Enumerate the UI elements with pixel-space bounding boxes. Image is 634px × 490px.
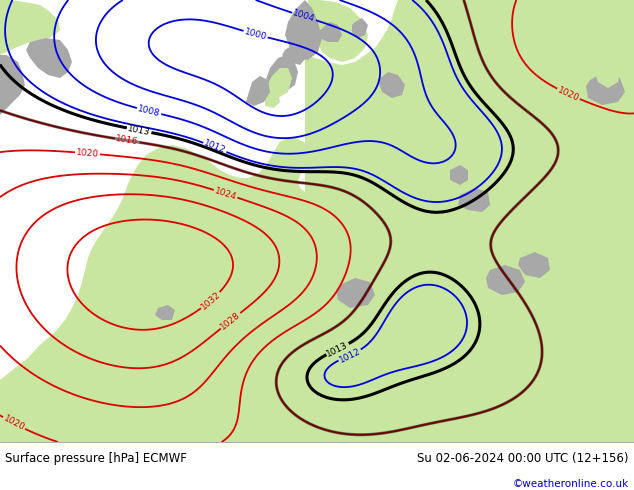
Polygon shape xyxy=(285,0,322,60)
Polygon shape xyxy=(605,0,634,58)
Polygon shape xyxy=(155,305,175,320)
Text: 1012: 1012 xyxy=(337,346,362,365)
Polygon shape xyxy=(458,188,490,212)
Text: 1032: 1032 xyxy=(199,290,223,312)
Text: ©weatheronline.co.uk: ©weatheronline.co.uk xyxy=(513,479,629,489)
Polygon shape xyxy=(586,72,625,105)
Polygon shape xyxy=(518,252,550,278)
Text: 1020: 1020 xyxy=(556,85,581,103)
Polygon shape xyxy=(0,0,60,55)
Text: 1008: 1008 xyxy=(137,104,161,118)
Polygon shape xyxy=(0,0,634,442)
Polygon shape xyxy=(594,60,620,88)
Text: 1004: 1004 xyxy=(292,9,316,24)
Polygon shape xyxy=(336,278,375,308)
Polygon shape xyxy=(486,265,525,295)
Text: 1000: 1000 xyxy=(243,27,268,42)
Polygon shape xyxy=(308,0,368,62)
Polygon shape xyxy=(3,25,20,42)
Text: Surface pressure [hPa] ECMWF: Surface pressure [hPa] ECMWF xyxy=(5,452,187,466)
Polygon shape xyxy=(26,38,72,78)
Text: 1013: 1013 xyxy=(127,123,152,137)
Polygon shape xyxy=(378,72,405,98)
Polygon shape xyxy=(266,68,292,98)
Text: Su 02-06-2024 00:00 UTC (12+156): Su 02-06-2024 00:00 UTC (12+156) xyxy=(417,452,629,466)
Text: 1016: 1016 xyxy=(115,134,139,147)
Polygon shape xyxy=(246,76,270,106)
Polygon shape xyxy=(265,55,298,92)
Polygon shape xyxy=(0,55,25,115)
Polygon shape xyxy=(265,88,280,108)
Polygon shape xyxy=(320,22,342,42)
Polygon shape xyxy=(30,22,55,38)
Polygon shape xyxy=(116,298,222,382)
Text: 1028: 1028 xyxy=(219,310,242,331)
Polygon shape xyxy=(282,45,306,65)
Text: 1024: 1024 xyxy=(214,186,238,201)
Text: 1020: 1020 xyxy=(2,414,26,433)
Polygon shape xyxy=(0,358,320,442)
Text: 1013: 1013 xyxy=(325,340,350,358)
Text: 1012: 1012 xyxy=(203,139,227,156)
Text: 1020: 1020 xyxy=(75,148,99,159)
Polygon shape xyxy=(450,165,468,185)
Polygon shape xyxy=(352,18,368,38)
